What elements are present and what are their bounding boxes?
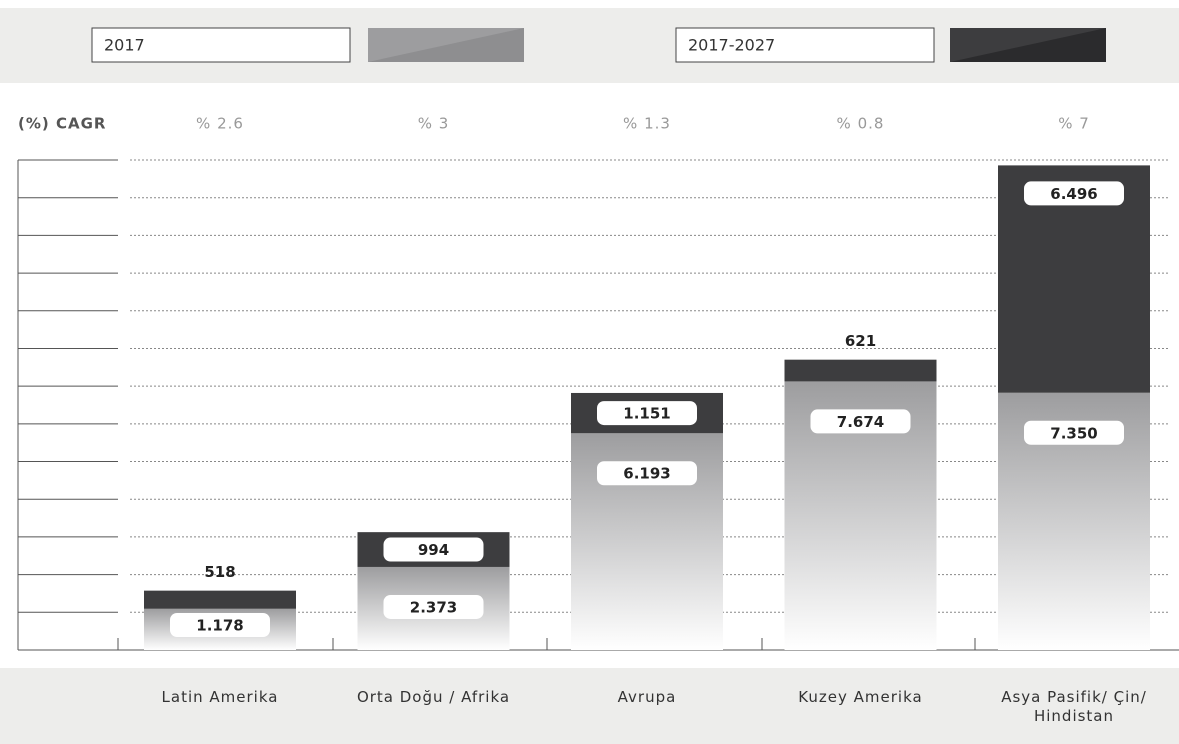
x-tick-label: Kuzey Amerika (798, 688, 923, 706)
legend-swatch-shade (368, 28, 524, 62)
value-label: 7.674 (837, 413, 884, 431)
value-label: 2.373 (410, 598, 457, 616)
legend-box (91, 27, 351, 63)
value-label: 6.496 (1050, 185, 1097, 203)
cagr-value: % 2.6 (196, 115, 244, 133)
value-label: 6.193 (623, 465, 670, 483)
legend-label: 2017 (104, 36, 145, 55)
value-label: 994 (418, 541, 449, 559)
value-label-bg (383, 537, 484, 562)
value-label: 1.178 (196, 617, 243, 635)
value-label-bg (1024, 181, 1124, 206)
legend-swatch-shade (950, 28, 1106, 62)
cagr-title: (%) CAGR (18, 115, 106, 133)
cagr-value: % 1.3 (623, 115, 671, 133)
value-label-bg (597, 461, 697, 486)
bar-segment (144, 590, 296, 609)
value-label-bg (1024, 420, 1124, 445)
value-label: 1.151 (623, 405, 670, 423)
value-label: 518 (204, 563, 235, 581)
value-label-bg (810, 409, 911, 434)
value-label: 7.350 (1050, 424, 1097, 442)
bar-segment (784, 359, 937, 382)
cagr-value: % 3 (418, 115, 450, 133)
value-label-bg (597, 401, 697, 426)
x-tick-label: Asya Pasifik/ Çin/ Hindistan (1001, 688, 1147, 725)
x-tick-label: Latin Amerika (161, 688, 279, 706)
legend-box (675, 27, 935, 63)
value-label: 621 (845, 332, 876, 350)
cagr-value: % 7 (1058, 115, 1090, 133)
cagr-value: % 0.8 (837, 115, 885, 133)
legend-label: 2017-2027 (688, 36, 775, 55)
value-label-bg (170, 613, 270, 637)
x-tick-label: Avrupa (617, 688, 677, 706)
category-band (0, 668, 1179, 744)
x-tick-label: Orta Doğu / Afrika (356, 688, 511, 706)
value-label-bg (383, 594, 484, 619)
